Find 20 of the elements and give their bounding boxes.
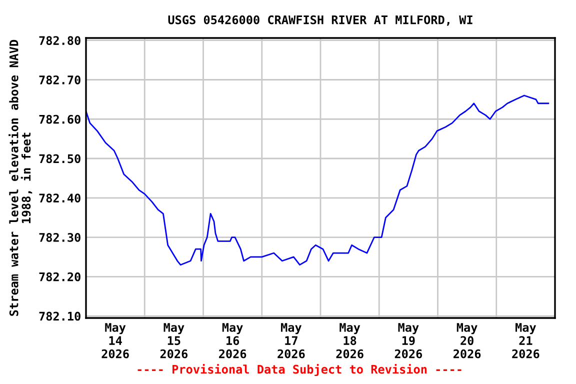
line-series: [86, 94, 550, 266]
y-tick-label: 782.60: [39, 114, 80, 124]
text: ---- Provisional Data Subject to Revision ----: [138, 364, 462, 376]
y-tick-label: 782.80: [39, 36, 80, 46]
y-tick-label: 782.10: [39, 312, 80, 321]
y-tick-label: 782.20: [39, 272, 80, 282]
y-tick-label: 782.30: [39, 232, 80, 242]
x-tick-label: May 15 2026: [160, 323, 188, 358]
x-tick-label: May 21 2026: [512, 323, 540, 358]
y-tick-label: 782.50: [39, 154, 80, 164]
x-tick-label: May 17 2026: [278, 323, 305, 358]
x-tick-label: May 19 2026: [394, 323, 422, 358]
x-tick-label: May 20 2026: [454, 323, 481, 358]
y-axis-title: Stream water level elevation above NAVD 1988, in feet: [8, 40, 32, 316]
y-tick-label: 782.70: [39, 75, 80, 84]
x-tick-label: May 14 2026: [102, 323, 129, 358]
x-tick-label: May 18 2026: [336, 323, 364, 358]
chart-title: USGS 05426000 CRAWFISH RIVER AT MILFORD, WI: [168, 15, 472, 26]
y-tick-label: 782.40: [39, 194, 80, 203]
x-tick-label: May 16 2026: [219, 323, 246, 358]
